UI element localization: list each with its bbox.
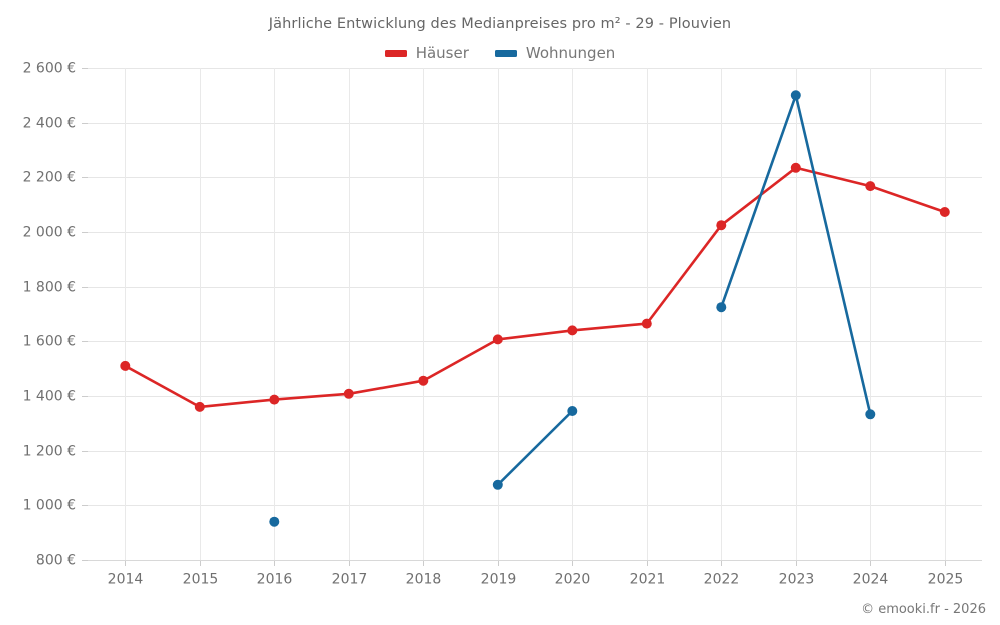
y-tick-label: 2 000 € [23, 225, 76, 241]
series-line [719, 94, 872, 416]
data-point-marker[interactable] [492, 479, 503, 490]
data-point-marker[interactable] [343, 388, 354, 399]
data-point-marker[interactable] [418, 375, 429, 386]
x-tick-label: 2016 [257, 572, 293, 588]
legend-label-series-1: Wohnungen [525, 44, 616, 62]
series-0 [120, 162, 950, 412]
y-tick-label: 1 400 € [23, 389, 76, 405]
x-tick-label: 2018 [406, 572, 442, 588]
y-tick-label: 1 800 € [23, 280, 76, 296]
legend-swatch-icon-series-0 [384, 49, 407, 57]
y-tick-label: 2 400 € [23, 116, 76, 132]
x-tick-label: 2020 [555, 572, 591, 588]
x-tick-label: 2014 [108, 572, 144, 588]
series-line [124, 166, 947, 409]
axes-group [82, 68, 982, 566]
data-point-marker[interactable] [790, 162, 801, 173]
data-point-marker[interactable] [716, 302, 727, 313]
data-point-marker[interactable] [939, 207, 950, 217]
y-tick-label: 1 600 € [23, 334, 76, 350]
y-tick-label: 1 000 € [23, 498, 76, 514]
y-tick-label: 2 600 € [23, 61, 76, 77]
legend-item-series-1[interactable]: Wohnungen [494, 44, 616, 62]
x-tick-label: 2025 [928, 572, 964, 588]
x-tick-label: 2022 [704, 572, 740, 588]
y-tick-label: 2 200 € [23, 170, 76, 186]
y-tick-label: 1 200 € [23, 444, 76, 460]
x-tick-label: 2024 [853, 572, 889, 588]
data-point-marker[interactable] [492, 334, 503, 345]
series-line [496, 409, 574, 487]
y-axis-tick-labels: 800 € 1 000 € 1 200 € 1 400 € 1 600 € 1 800 €… [23, 61, 76, 569]
data-point-marker[interactable] [269, 394, 280, 405]
x-axis-tick-labels: 2014 2015 2016 2017 2018 2019 2020 2021 2022 2023… [108, 572, 964, 588]
data-point-marker[interactable] [790, 90, 801, 101]
chart-title: Jährliche Entwicklung des Medianpreises … [268, 16, 732, 32]
data-point-marker[interactable] [567, 406, 578, 416]
legend-swatch-icon-series-1 [494, 49, 517, 57]
chart-legend: Häuser Wohnungen [0, 44, 1000, 62]
data-point-marker[interactable] [194, 401, 205, 412]
data-point-marker[interactable] [567, 325, 578, 336]
x-tick-label: 2021 [630, 572, 666, 588]
y-tick-label: 800 € [36, 553, 76, 569]
legend-label-series-0: Häuser [415, 44, 469, 62]
credit-text: © emooki.fr - 2026 [861, 602, 986, 617]
data-series-group [120, 90, 950, 527]
data-point-marker[interactable] [269, 516, 280, 527]
x-tick-label: 2015 [183, 572, 219, 588]
data-point-marker[interactable] [865, 181, 876, 192]
x-tick-label: 2019 [481, 572, 517, 588]
x-tick-label: 2023 [779, 572, 815, 588]
data-point-marker[interactable] [120, 360, 131, 371]
series-1 [269, 90, 876, 527]
legend-item-series-0[interactable]: Häuser [384, 44, 469, 62]
data-point-marker[interactable] [716, 220, 727, 231]
x-tick-label: 2017 [332, 572, 368, 588]
data-point-marker[interactable] [641, 318, 652, 329]
data-point-marker[interactable] [865, 409, 876, 420]
